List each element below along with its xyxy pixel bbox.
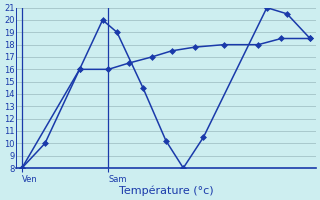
X-axis label: Température (°c): Température (°c) (119, 185, 213, 196)
